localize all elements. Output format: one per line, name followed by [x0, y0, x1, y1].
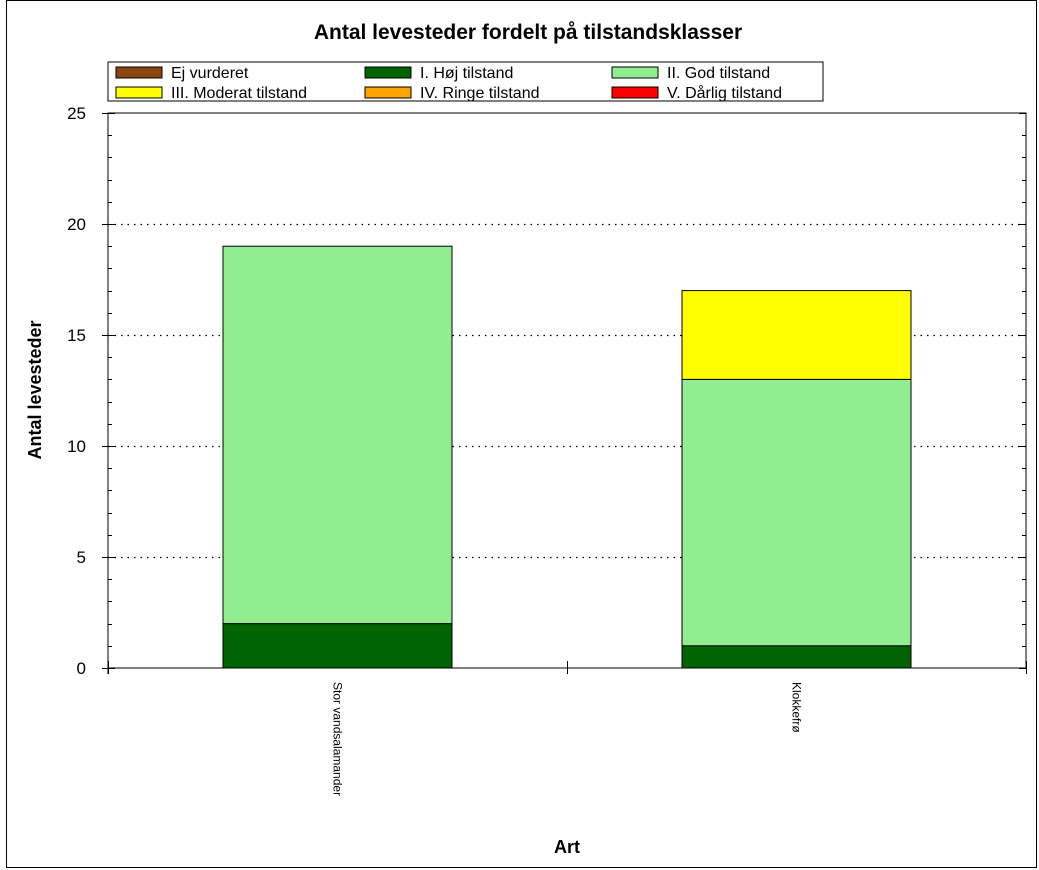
y-tick-label-10: 10	[67, 437, 86, 456]
y-tick-label-0: 0	[77, 659, 86, 678]
y-axis-title: Antal levesteder	[25, 320, 45, 459]
bar-klokkefroe-ii-god-tilstand	[681, 378, 912, 647]
legend-label-ej-vurderet: Ej vurderet	[171, 65, 249, 82]
legend-swatch-iii-moderat-tilstand	[115, 86, 163, 99]
legend-swatch-iv-ringe-tilstand	[364, 86, 412, 99]
x-axis-category-labels: Stor vandsalamander Klokkefrø	[331, 682, 804, 796]
legend-label-iv-ringe-tilstand: IV. Ringe tilstand	[420, 85, 539, 102]
legend-label-iii-moderat-tilstand: III. Moderat tilstand	[171, 85, 307, 102]
legend-box	[107, 61, 824, 102]
y-tick-label-20: 20	[67, 215, 86, 234]
legend-label-ii-god-tilstand: II. God tilstand	[667, 65, 770, 82]
legend-label-v-daarlig-tilstand: V. Dårlig tilstand	[667, 84, 782, 102]
axis-ticks	[102, 113, 1027, 674]
legend: Ej vurderet I. Høj tilstand II. God tilsta…	[107, 61, 824, 102]
bar-stor-vandsalamander-ii-god-tilstand	[222, 245, 453, 625]
x-axis-title: Art	[554, 837, 580, 857]
legend-swatch-ej-vurderet	[115, 66, 163, 79]
x-category-label-stor-vandsalamander: Stor vandsalamander	[331, 682, 345, 796]
y-tick-label-25: 25	[67, 104, 86, 123]
legend-swatch-ii-god-tilstand	[611, 66, 659, 79]
y-axis-tick-labels: 0 5 10 15 20 25	[67, 104, 86, 678]
bar-klokkefroe-i-hoej-tilstand	[681, 645, 912, 669]
y-tick-label-15: 15	[67, 326, 86, 345]
legend-swatch-v-daarlig-tilstand	[611, 86, 659, 99]
bar-klokkefroe-iii-moderat-tilstand	[681, 290, 912, 380]
legend-label-i-hoej-tilstand: I. Høj tilstand	[420, 65, 513, 82]
x-category-label-klokkefroe: Klokkefrø	[790, 682, 804, 733]
chart-title: Antal levesteder fordelt på tilstandskla…	[314, 21, 742, 44]
bars	[222, 245, 912, 669]
legend-swatch-i-hoej-tilstand	[364, 66, 412, 79]
bar-stor-vandsalamander-i-hoej-tilstand	[222, 623, 453, 669]
y-tick-label-5: 5	[77, 548, 86, 567]
